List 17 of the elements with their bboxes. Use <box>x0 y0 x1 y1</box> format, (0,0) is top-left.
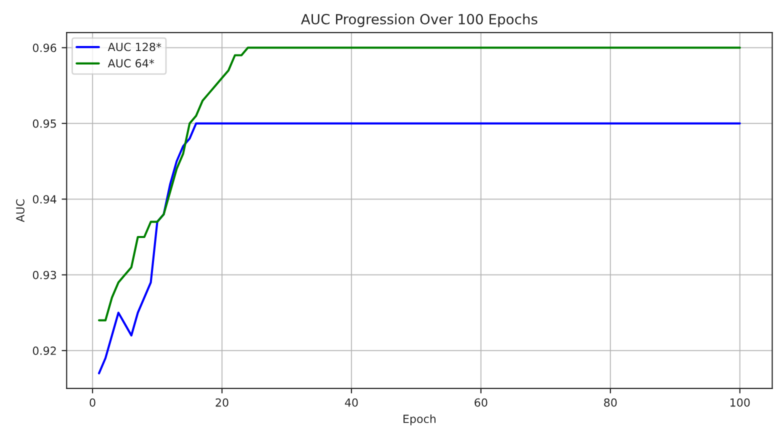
y-tick-label: 0.96 <box>32 44 56 52</box>
y-tick-label: 0.94 <box>32 195 56 204</box>
line-series <box>98 122 741 374</box>
y-tick-label: 0.95 <box>32 119 56 128</box>
x-tick-label: 0 <box>90 398 96 407</box>
y-tick-label: 0.92 <box>32 346 56 355</box>
y-tick-label: 0.93 <box>32 270 56 280</box>
x-axis-title: Epoch <box>404 414 436 426</box>
y-axis-title: AUC <box>16 199 24 222</box>
x-tick-label: 60 <box>474 398 488 407</box>
x-tick-label: 100 <box>730 398 750 407</box>
x-tick-label: 40 <box>344 398 358 407</box>
legend-label: AUC 64* <box>108 59 154 68</box>
x-tick-label: 80 <box>604 398 617 407</box>
x-tick-label: 20 <box>216 398 228 407</box>
legend-label: AUC 128* <box>108 42 162 52</box>
chart-title: AUC Progression Over 100 Epochs <box>300 14 538 28</box>
